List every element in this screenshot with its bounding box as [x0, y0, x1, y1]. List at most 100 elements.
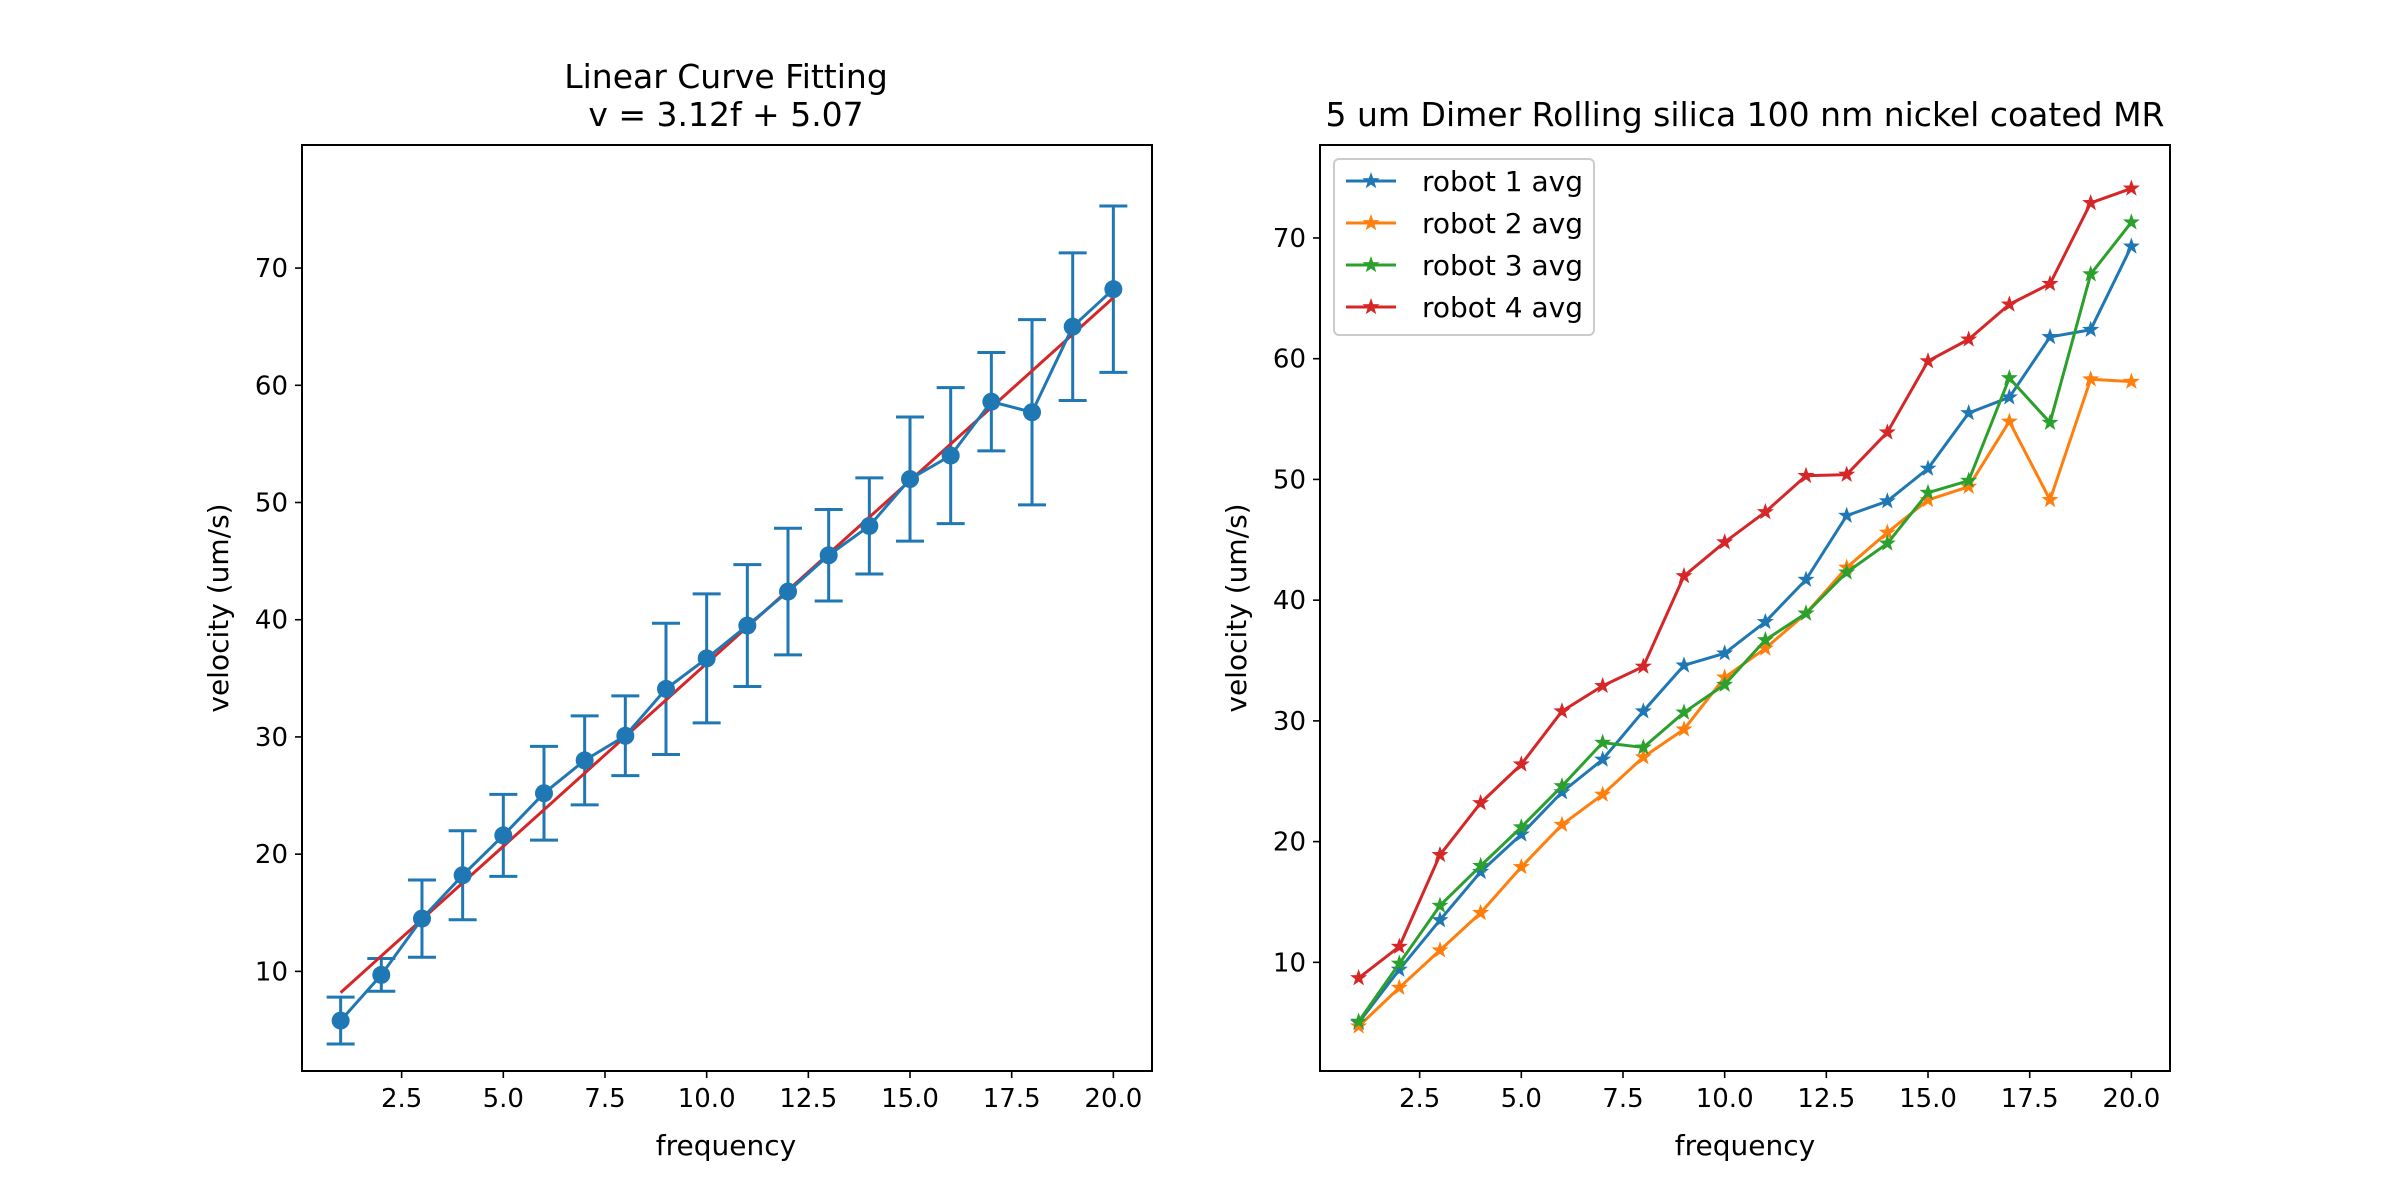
robot-2-point [1675, 720, 1693, 737]
robots-chart-y-tick-label: 10 [1273, 948, 1306, 978]
legend-label-robot-3: robot 3 avg [1422, 249, 1583, 282]
robot-2-point [1472, 903, 1490, 921]
robot-3-point [1878, 534, 1896, 551]
robot-1-point [1878, 492, 1896, 509]
mean-velocity-point [331, 1011, 350, 1030]
fit-chart-x-tick-label: 17.5 [983, 1084, 1041, 1114]
robot-1-line [1357, 245, 2133, 1024]
fit-chart-x-tick-label: 15.0 [881, 1084, 939, 1114]
robot-4-point [1594, 676, 1612, 694]
fit-chart-x-tick-label: 2.5 [381, 1084, 422, 1114]
robot-4-point [1960, 330, 1978, 347]
robots-chart-y-tick-label: 40 [1273, 586, 1306, 616]
fit-chart-plot-area: 2.5 5.0 7.5 10.0 12.5 15.0 17.5 20.0 10 20 30 40 50 6… [255, 204, 1142, 1114]
robots-chart-x-tick-label: 20.0 [2102, 1084, 2160, 1114]
robots-chart-x-tick-label: 17.5 [2001, 1084, 2059, 1114]
robot-1-point [1838, 506, 1856, 523]
fit-chart-x-tick-label: 5.0 [483, 1084, 524, 1114]
robot-1-point [1472, 862, 1490, 880]
mean-velocity-point [412, 909, 431, 928]
fit-chart-y-axis-label: velocity (um/s) [202, 503, 235, 712]
legend-swatch-marker [1362, 256, 1380, 273]
robot-3-point [1553, 777, 1571, 794]
robots-chart-y-axis-label: velocity (um/s) [1220, 503, 1253, 712]
robots-chart-x-axis-label: frequency [1675, 1129, 1815, 1162]
robots-chart-y-tick-label: 70 [1273, 224, 1306, 254]
mean-velocity-point [697, 649, 716, 668]
robot-3-point [1390, 954, 1408, 971]
robot-3-point [2082, 265, 2100, 282]
mean-velocity-point [1104, 280, 1123, 299]
robot-2-point [1878, 523, 1896, 540]
mean-velocity-point [575, 751, 594, 770]
mean-velocity-point [494, 826, 513, 845]
robot-3-point [1756, 630, 1774, 648]
robot-2-point [1594, 785, 1612, 802]
legend-label-robot-1: robot 1 avg [1422, 165, 1583, 198]
robot-2-point [2082, 370, 2100, 387]
robot-3-point [1594, 733, 1612, 750]
fit-chart-y-tick-label: 30 [255, 723, 288, 753]
robot-1-point [1675, 656, 1693, 673]
robot-4-point [1390, 937, 1408, 954]
robot-4-point [1797, 466, 1815, 484]
robot-3-point [1716, 675, 1734, 692]
robot-1-point [1634, 702, 1652, 719]
robot-1-point [1756, 612, 1774, 630]
robot-2-point [1553, 815, 1571, 832]
legend-box [1333, 158, 1595, 336]
robot-1-point [2082, 320, 2100, 337]
mean-velocity-point [1023, 403, 1042, 422]
mean-velocity-point [860, 516, 879, 535]
mean-velocity-point [982, 392, 1001, 411]
legend-swatch-marker [1362, 172, 1380, 189]
mean-velocity-point [534, 784, 553, 803]
robot-4-point [1553, 702, 1571, 719]
robot-2-point [1390, 978, 1408, 995]
robot-4-point [1350, 969, 1368, 986]
robots-chart-y-tick-label: 50 [1273, 465, 1306, 495]
legend-swatch-marker [1362, 214, 1380, 231]
fit-chart-x-tick-label: 20.0 [1084, 1084, 1142, 1114]
mean-velocity-point [941, 446, 960, 465]
robot-4-point [1512, 755, 1530, 772]
robots-chart-x-tick-label: 5.0 [1501, 1084, 1542, 1114]
robot-4-point [1756, 503, 1774, 520]
robots-chart-y-tick-label: 20 [1273, 828, 1306, 858]
fit-chart-panel: Linear Curve Fitting v = 3.12f + 5.07 2.… [202, 57, 1153, 1162]
robot-4-point [1472, 793, 1490, 811]
robot-2-point [1756, 639, 1774, 656]
fit-chart-title-line-1: Linear Curve Fitting [564, 57, 888, 96]
mean-velocity-point [779, 582, 798, 601]
robot-3-point [1350, 1012, 1368, 1029]
robots-chart-x-tick-label: 7.5 [1602, 1084, 1643, 1114]
mean-velocity-point [656, 679, 675, 698]
mean-velocity-point [901, 470, 920, 489]
robot-4-point [1634, 657, 1652, 674]
robot-3-point [1431, 896, 1449, 913]
robot-4-point [1878, 423, 1896, 440]
fit-chart-x-tick-label: 12.5 [779, 1084, 837, 1114]
robot-1-point [1716, 644, 1734, 661]
fit-chart-axes-frame [301, 144, 1153, 1072]
robot-3-line [1357, 221, 2133, 1023]
mean-velocity-point [738, 616, 757, 635]
robot-4-point [2082, 193, 2100, 211]
legend-label-robot-2: robot 2 avg [1422, 207, 1583, 240]
fit-chart-x-axis-label: frequency [656, 1129, 796, 1162]
robots-chart-y-tick-label: 30 [1273, 707, 1306, 737]
robot-1-point [1553, 783, 1571, 800]
mean-velocity-line [339, 288, 1115, 1022]
fit-chart-y-tick-label: 10 [255, 957, 288, 987]
fit-chart-y-tick-label: 40 [255, 606, 288, 636]
robot-2-point [1634, 748, 1652, 765]
fit-chart-x-tick-label: 7.5 [584, 1084, 625, 1114]
robots-chart-x-tick-label: 15.0 [1899, 1084, 1957, 1114]
robots-chart-y-tick-label: 60 [1273, 345, 1306, 375]
robots-chart-title: 5 um Dimer Rolling silica 100 nm nickel … [1326, 95, 2165, 134]
fit-chart-y-tick-label: 60 [255, 371, 288, 401]
fit-chart-y-tick-label: 50 [255, 489, 288, 519]
robot-3-point [1797, 604, 1815, 621]
robot-2-point [2122, 372, 2140, 389]
